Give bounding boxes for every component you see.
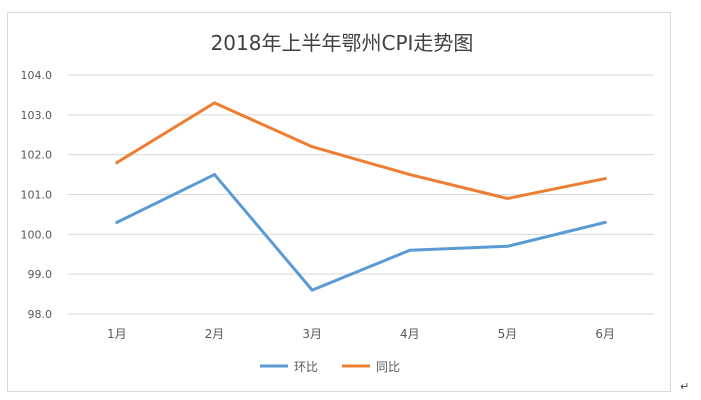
x-tick-label: 5月 — [498, 327, 518, 341]
paragraph-return-mark: ↵ — [680, 380, 690, 393]
data-point — [310, 145, 314, 149]
data-point — [115, 161, 119, 165]
y-tick-label: 99.0 — [28, 268, 53, 281]
data-point — [603, 220, 607, 224]
data-point — [213, 173, 216, 177]
data-point — [603, 177, 607, 181]
y-tick-label: 101.0 — [21, 189, 53, 202]
data-point — [506, 244, 509, 248]
x-tick-label: 3月 — [302, 327, 322, 341]
series-line-1 — [115, 101, 607, 200]
x-tick-labels: 1月 2月 3月 4月 5月 6月 — [107, 327, 615, 341]
x-tick-label: 2月 — [205, 327, 225, 341]
data-point — [310, 288, 314, 292]
legend-label: 环比 — [294, 360, 318, 374]
data-point — [408, 173, 412, 177]
x-tick-label: 6月 — [595, 327, 615, 341]
data-point — [213, 101, 216, 105]
data-point — [115, 220, 119, 224]
series-lines — [115, 101, 607, 292]
x-tick-label: 1月 — [107, 327, 127, 341]
x-tick-label: 4月 — [400, 327, 420, 341]
series-line-0 — [115, 173, 607, 292]
data-point — [408, 248, 412, 252]
y-tick-label: 100.0 — [21, 228, 53, 241]
y-tick-labels: 98.0 99.0 100.0 101.0 102.0 103.0 104.0 — [21, 69, 53, 321]
gridlines — [68, 74, 654, 315]
y-tick-label: 103.0 — [21, 109, 53, 122]
legend-label: 同比 — [376, 360, 400, 374]
data-point — [506, 196, 509, 200]
y-tick-label: 104.0 — [21, 69, 53, 82]
legend: 环比 同比 — [260, 360, 400, 374]
y-tick-label: 98.0 — [28, 308, 53, 321]
y-tick-label: 102.0 — [21, 149, 53, 162]
chart-title: 2018年上半年鄂州CPI走势图 — [211, 31, 474, 55]
